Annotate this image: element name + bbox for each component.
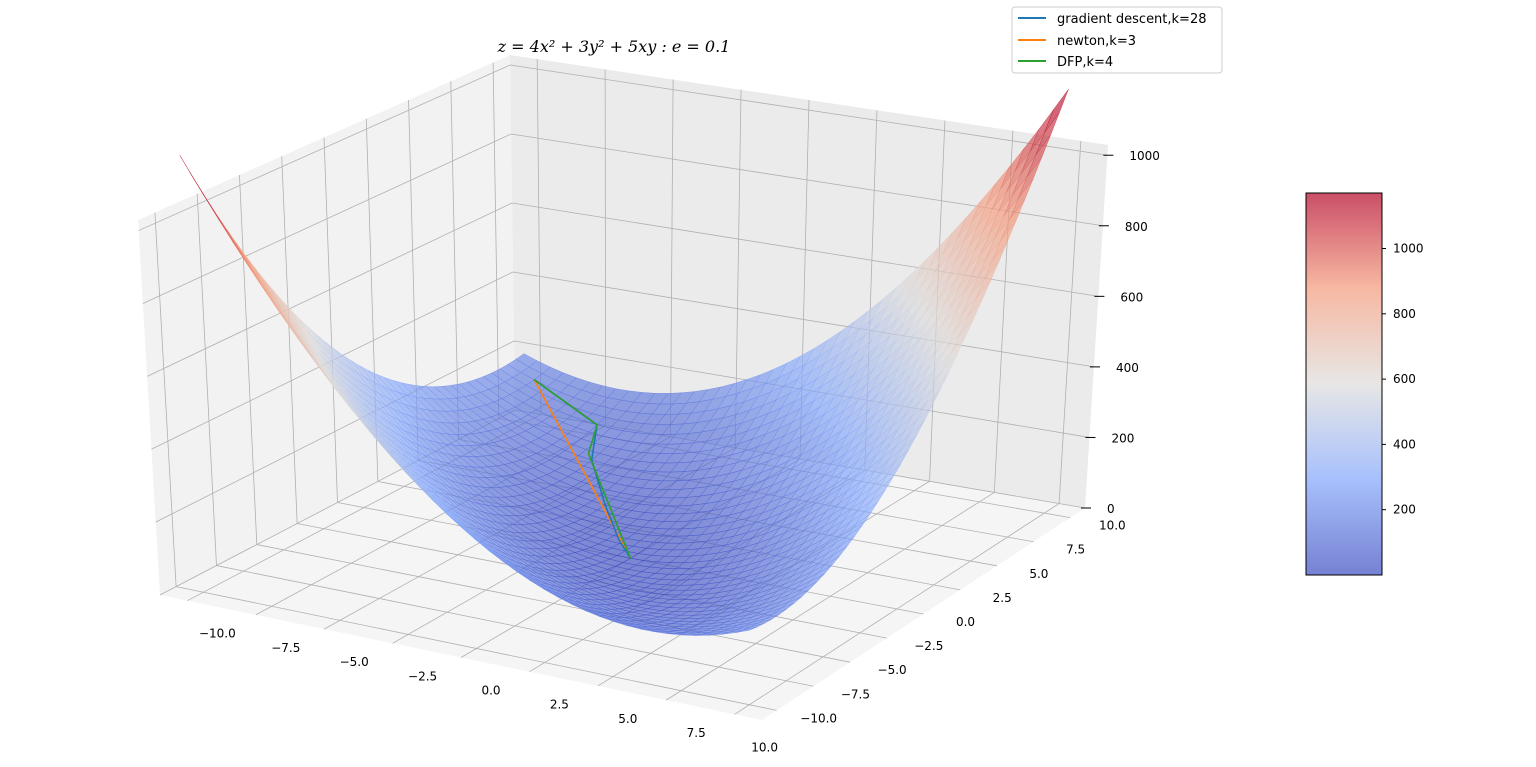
grid-line-y (281, 156, 298, 524)
x-tick-label: −5.0 (340, 655, 369, 669)
z-tick-label: 200 (1111, 431, 1134, 445)
grid-line-y (323, 137, 338, 503)
z-tick-label: 400 (1116, 361, 1139, 375)
colorbar-gradient (1305, 192, 1383, 576)
grid-line-y (450, 81, 459, 440)
grid-line-z (147, 202, 513, 377)
grid-line-x (666, 492, 995, 701)
z-tick-label: 1000 (1129, 149, 1160, 163)
legend: gradient descent,k=28 newton,k=3 DFP,k=4 (1011, 6, 1223, 74)
chart-title: z = 4x² + 3y² + 5xy : e = 0.1 (497, 37, 731, 56)
grid-line-x (604, 69, 607, 426)
x-tick-label: −10.0 (199, 627, 236, 641)
optimization-paths (533, 379, 632, 559)
x-tick-label: −7.5 (271, 641, 300, 655)
colorbar-tick-label: 1000 (1393, 242, 1424, 256)
y-tick-label: 5.0 (1029, 567, 1048, 581)
x-tick-label: 10.0 (751, 740, 778, 754)
grid-line-y (492, 62, 500, 419)
x-tick-label: 0.0 (481, 684, 500, 698)
x-tick-label: 2.5 (550, 698, 569, 712)
grid-line-z (155, 340, 515, 523)
x-tick-label: −2.5 (408, 669, 437, 683)
colorbar-tick-label: 600 (1393, 372, 1416, 386)
y-tick-label: −10.0 (800, 711, 837, 725)
grid-line-x (1058, 140, 1082, 504)
legend-label-newton: newton,k=3 (1057, 34, 1136, 49)
grid-line-z (510, 64, 1108, 156)
surface-cell (1044, 88, 1069, 133)
series-line-2 (533, 379, 632, 559)
grid-line-y (196, 193, 217, 566)
grid-line-x (734, 503, 1060, 715)
x-tick-label: 7.5 (687, 726, 706, 740)
y-tick-label: −7.5 (841, 687, 870, 701)
pane-left (138, 55, 515, 595)
surface-cell (735, 626, 757, 633)
z-tick-label: 600 (1120, 290, 1143, 304)
grid-line-z (142, 133, 512, 304)
grid-line-y (239, 174, 258, 545)
y-tick-label: 7.5 (1066, 543, 1085, 557)
z-tick-label: 0 (1107, 502, 1115, 516)
grid-line-z (138, 64, 511, 231)
legend-label-dfp: DFP,k=4 (1057, 55, 1113, 70)
colorbar-tick-label: 400 (1393, 437, 1416, 451)
y-tick-label: 0.0 (956, 615, 975, 629)
colorbar: 200 400 600 800 1000 (1305, 192, 1424, 576)
y-tick-label: 10.0 (1099, 519, 1126, 533)
y-tick-label: −2.5 (914, 639, 943, 653)
y-tick-label: −5.0 (878, 663, 907, 677)
grid-line-y (154, 212, 177, 587)
grid-line-z (512, 271, 1095, 368)
legend-box (1011, 6, 1223, 74)
surface (179, 88, 1069, 636)
grid-line-x (536, 59, 542, 415)
colorbar-tick-label: 800 (1393, 307, 1416, 321)
legend-label-gd: gradient descent,k=28 (1057, 12, 1207, 27)
grid-line-x (670, 79, 674, 437)
axis-ticks: −10.0 −7.5 −5.0 −2.5 0.0 2.5 5.0 7.5 10.0 −10.0 −7… (199, 149, 1160, 754)
grid-line-z (512, 202, 1099, 297)
z-tick-label: 800 (1125, 220, 1148, 234)
colorbar-ticks: 200 400 600 800 1000 (1382, 242, 1424, 517)
colorbar-tick-label: 200 (1393, 503, 1416, 517)
y-tick-label: 2.5 (993, 591, 1012, 605)
x-tick-label: 5.0 (618, 712, 637, 726)
